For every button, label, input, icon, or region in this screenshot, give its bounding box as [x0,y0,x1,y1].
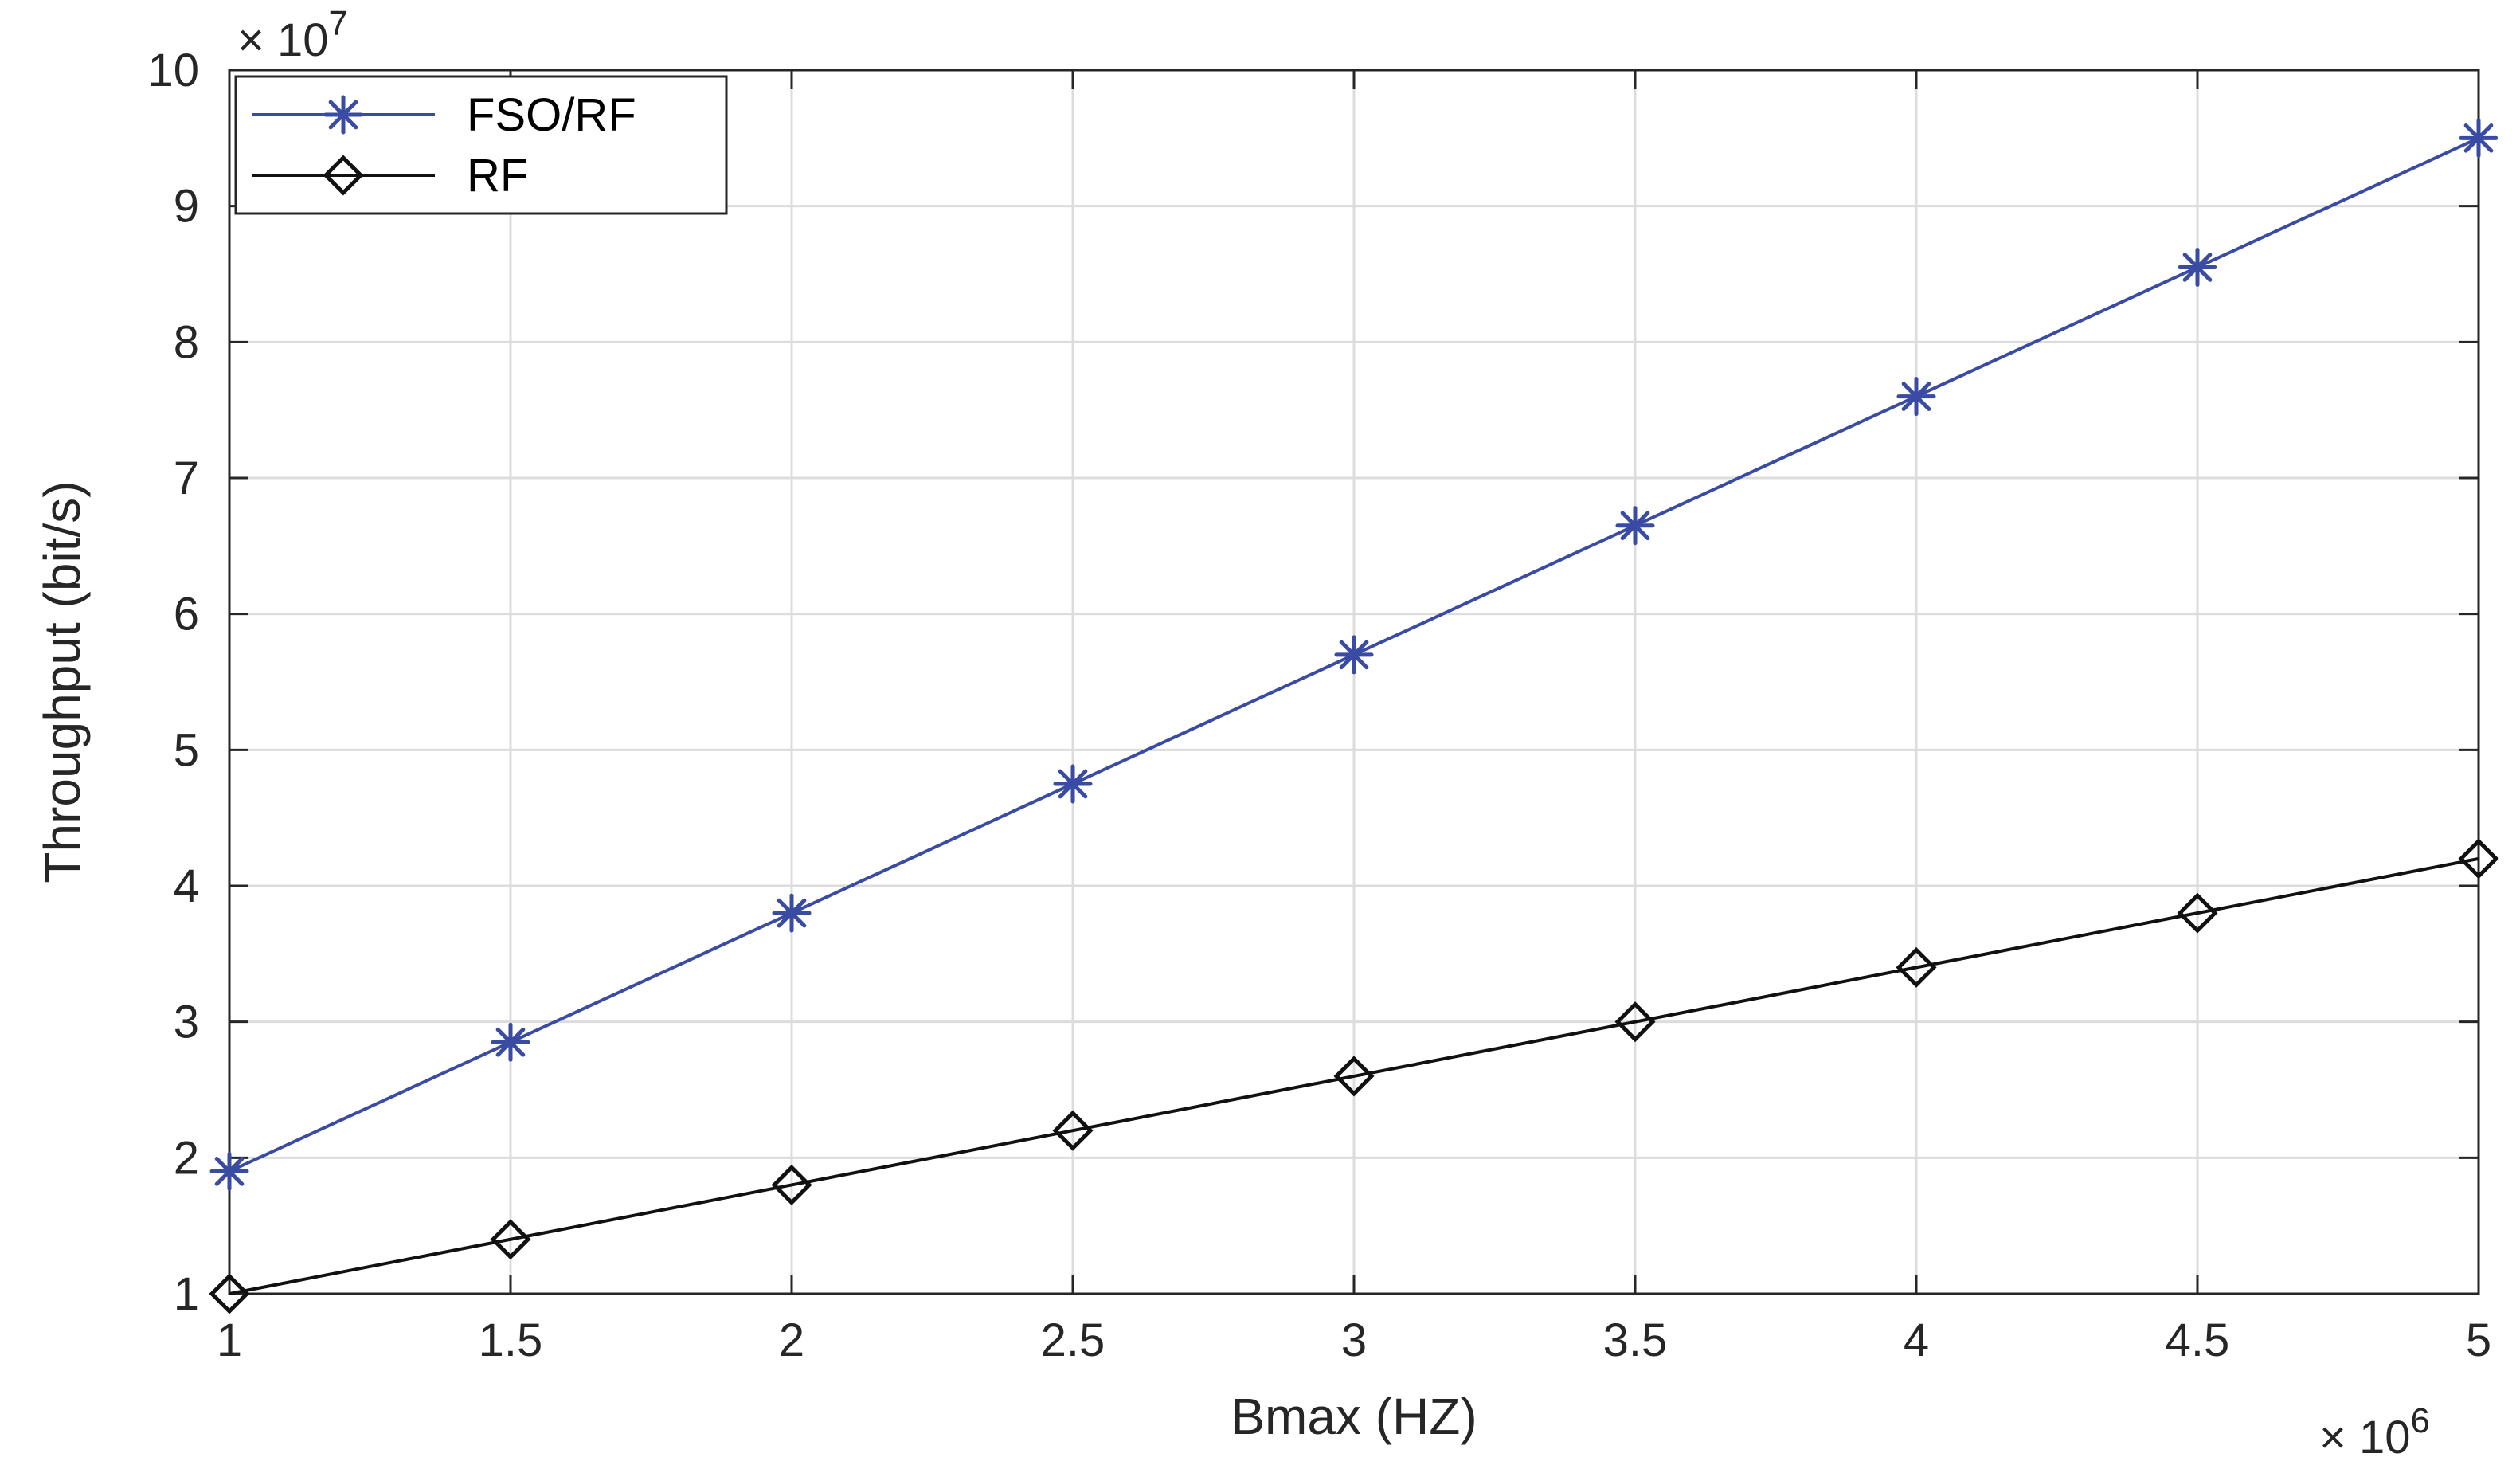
data-point-diamond [771,1164,812,1206]
x-exponent-power: 6 [2411,1401,2430,1440]
legend-items: FSO/RF RF [252,89,636,202]
legend-box [234,75,728,215]
x-axis-exponent: × 106 [2319,1401,2430,1463]
data-point-diamond [2177,892,2218,934]
data-point-diamond [1896,946,1937,988]
y-exponent-power: 7 [329,4,348,43]
y-axis-label: Throughput (bit/s) [33,480,91,883]
y-exponent-base: × 10 [237,14,329,66]
y-tick-label: 1 [174,1268,199,1320]
legend: FSO/RF RF [234,75,728,215]
x-exponent-base: × 10 [2319,1412,2411,1463]
legend-label: RF [467,150,528,202]
series-line [229,856,2479,1295]
y-axis-exponent: × 107 [237,4,348,66]
y-tick-label: 4 [174,860,199,912]
data-point-asterisk [1053,764,1093,804]
data-point-asterisk [1615,506,1655,546]
x-tick-label: 4 [1904,1314,1929,1366]
y-tick-label: 9 [174,181,199,233]
y-tick-label: 10 [147,45,199,96]
y-tick-label: 8 [174,316,199,368]
series-lines [209,118,2499,1314]
data-point-asterisk [772,893,812,933]
x-tick-label: 2.5 [1041,1314,1105,1366]
y-tick-label: 7 [174,452,199,504]
axis-ticks: 1 1.5 2 2.5 3 3.5 4 4.5 5 1 2 3 4 5 6 7 8 9 10 [147,45,2491,1366]
x-tick-label: 2 [779,1314,804,1366]
data-point-diamond [1052,1110,1094,1151]
y-tick-label: 5 [174,724,199,776]
data-point-diamond [1333,1056,1375,1097]
y-tick-label: 3 [174,997,199,1048]
x-tick-label: 4.5 [2166,1314,2230,1366]
y-tick-label: 2 [174,1132,199,1184]
data-point-diamond [1614,1001,1656,1043]
x-tick-label: 3.5 [1603,1314,1668,1366]
legend-item: FSO/RF [252,89,636,141]
data-point-diamond [490,1219,531,1260]
series-rf [209,838,2499,1314]
data-point-asterisk [2178,247,2217,287]
x-axis-label: Bmax (HZ) [1231,1388,1477,1445]
data-point-diamond [209,1273,250,1314]
legend-label: FSO/RF [467,89,636,141]
data-point-asterisk [491,1022,530,1062]
data-point-asterisk [2459,118,2498,158]
grid-lines [228,69,2480,1295]
data-point-asterisk [209,1151,249,1191]
legend-item: RF [252,150,528,202]
legend-asterisk-marker [323,95,363,135]
x-tick-label: 1 [217,1314,242,1366]
y-tick-label: 6 [174,589,199,640]
x-tick-label: 5 [2466,1314,2491,1366]
x-tick-label: 3 [1341,1314,1367,1366]
legend-diamond-marker [323,155,364,196]
series-fso-rf [209,118,2498,1191]
x-tick-label: 1.5 [479,1314,543,1366]
data-point-asterisk [1896,377,1936,417]
data-point-asterisk [1334,635,1374,675]
data-point-diamond [2458,838,2499,879]
